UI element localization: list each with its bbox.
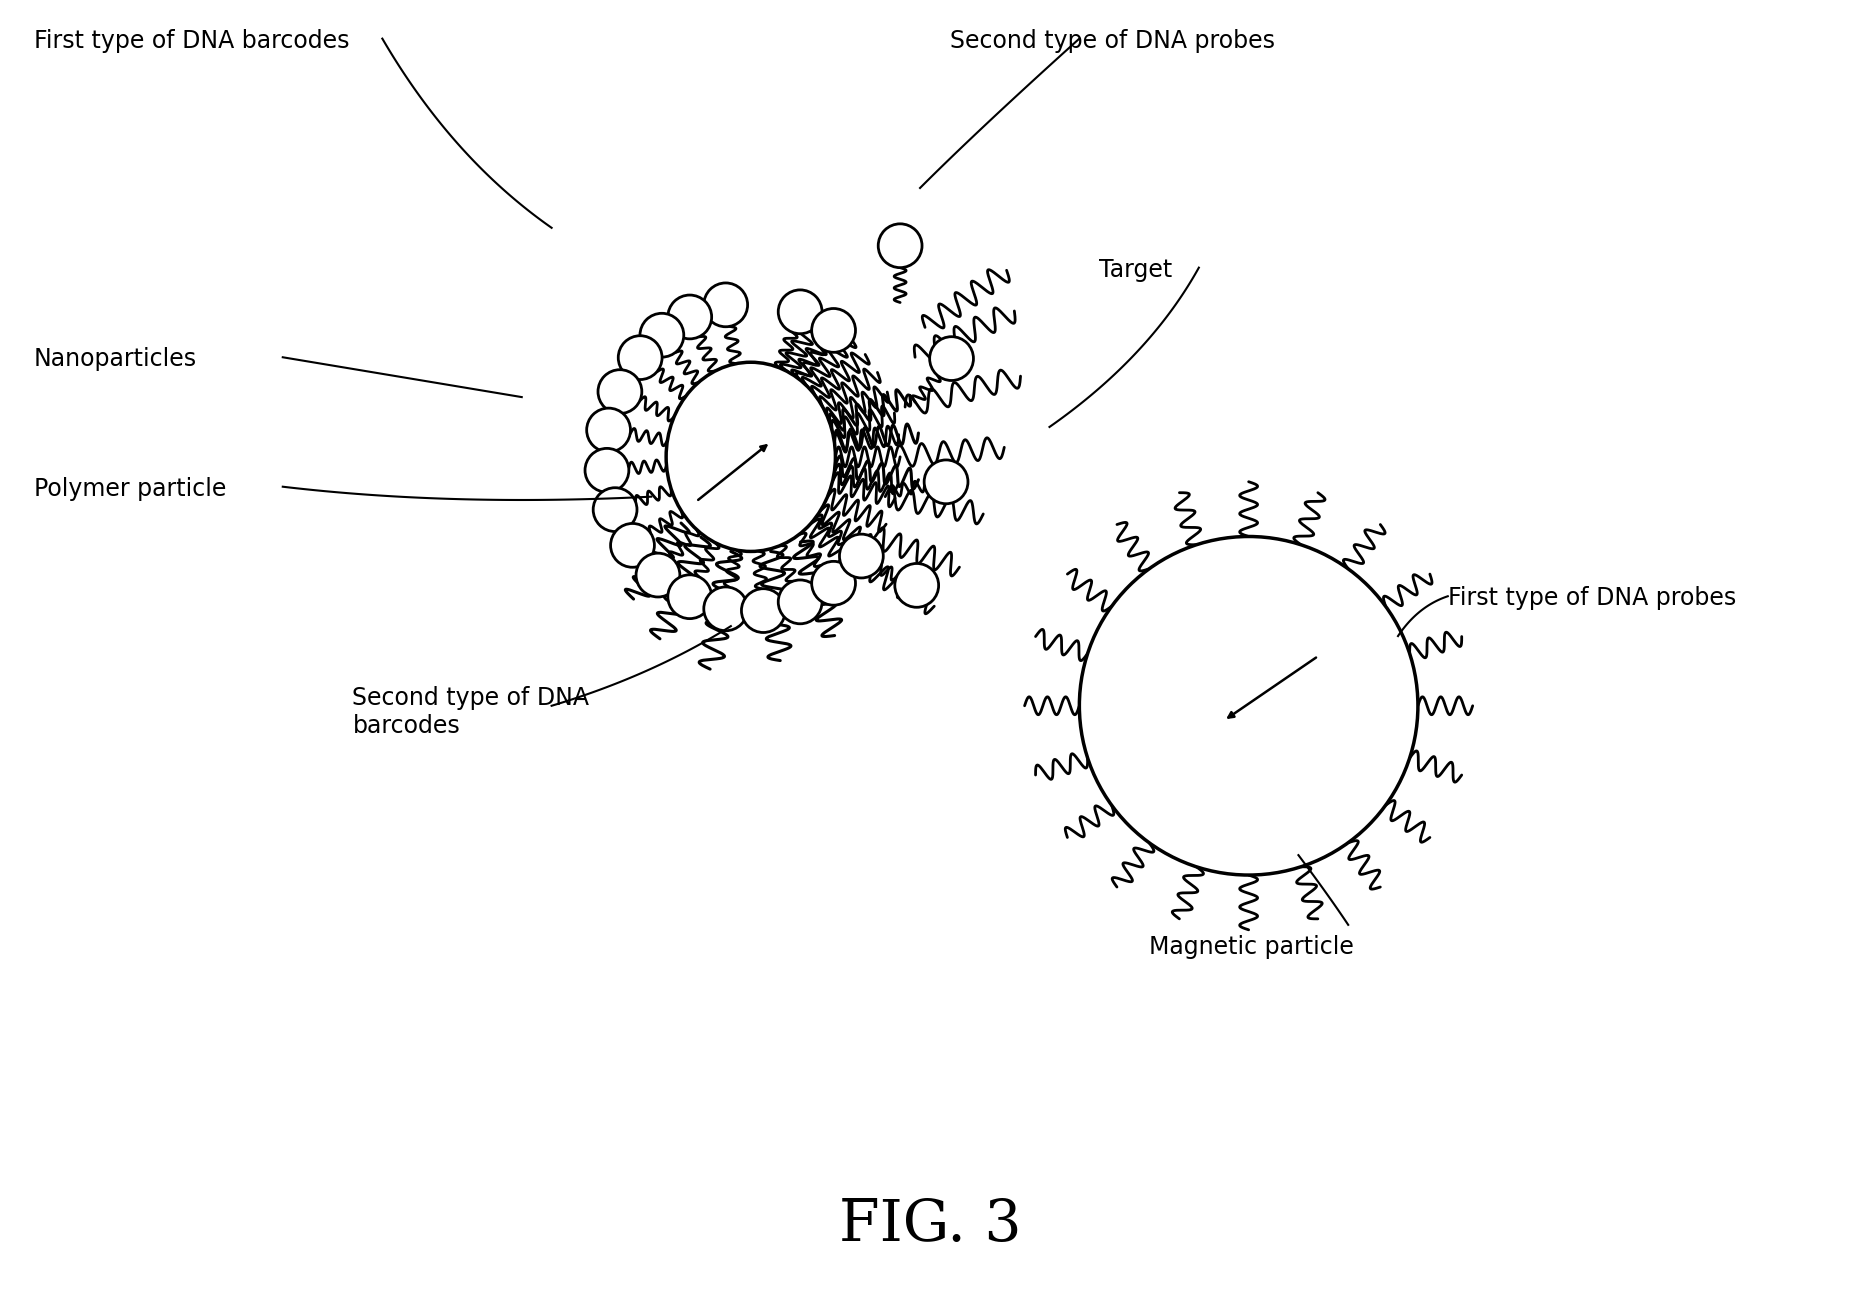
Text: Nanoparticles: Nanoparticles (33, 347, 197, 371)
Circle shape (636, 554, 681, 597)
Circle shape (599, 370, 642, 414)
Circle shape (878, 223, 923, 268)
Text: First type of DNA probes: First type of DNA probes (1447, 586, 1735, 610)
Circle shape (811, 562, 856, 605)
Circle shape (610, 524, 655, 567)
Circle shape (839, 534, 884, 579)
Ellipse shape (666, 362, 835, 551)
Circle shape (1079, 537, 1417, 875)
Circle shape (811, 308, 856, 353)
Circle shape (924, 460, 967, 504)
Circle shape (742, 589, 785, 632)
Circle shape (895, 563, 939, 607)
Circle shape (777, 290, 822, 334)
Text: Magnetic particle: Magnetic particle (1149, 935, 1354, 959)
Circle shape (777, 580, 822, 624)
Text: FIG. 3: FIG. 3 (839, 1198, 1021, 1254)
Circle shape (618, 336, 662, 380)
Text: Polymer particle: Polymer particle (33, 477, 227, 500)
Circle shape (930, 337, 973, 380)
Circle shape (640, 313, 684, 357)
Text: Second type of DNA
barcodes: Second type of DNA barcodes (352, 686, 590, 738)
Circle shape (703, 586, 748, 631)
Text: Target: Target (1099, 257, 1172, 282)
Circle shape (593, 487, 636, 532)
Circle shape (668, 575, 712, 619)
Circle shape (586, 448, 629, 492)
Text: Second type of DNA probes: Second type of DNA probes (950, 29, 1274, 52)
Circle shape (668, 295, 712, 338)
Circle shape (703, 283, 748, 326)
Circle shape (586, 409, 631, 452)
Text: First type of DNA barcodes: First type of DNA barcodes (33, 29, 350, 52)
